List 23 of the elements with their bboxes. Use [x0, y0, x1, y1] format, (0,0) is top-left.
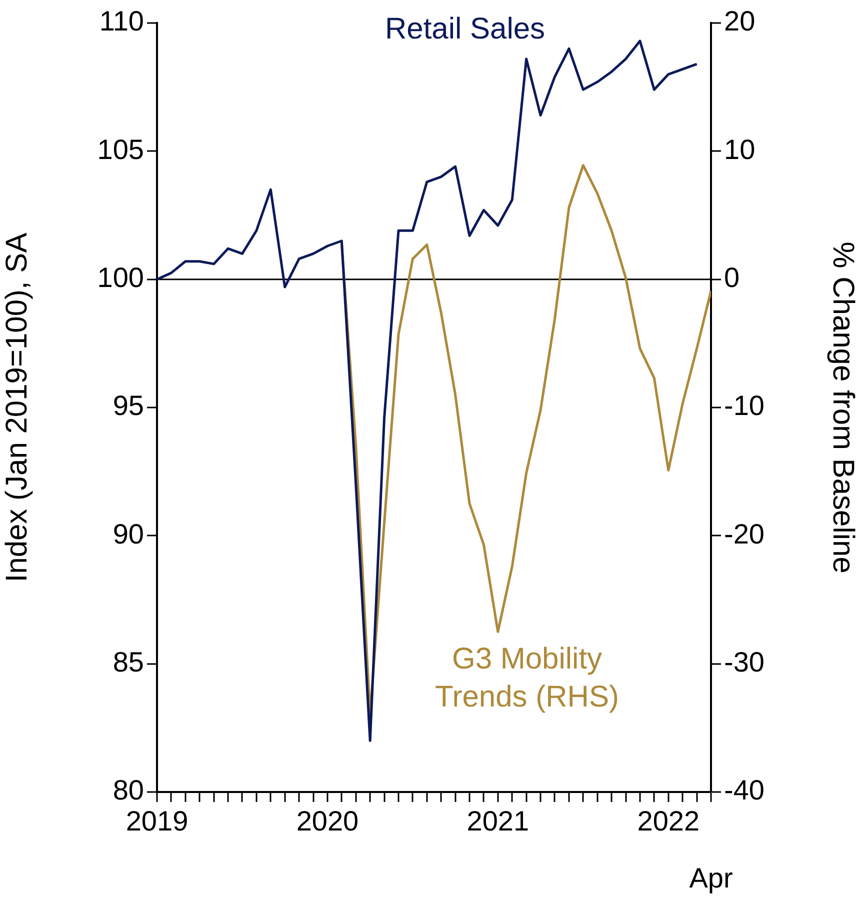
y-tick-label: 90 [112, 518, 144, 550]
y-tick-label: 95 [112, 390, 144, 422]
x-tick-label: 2021 [466, 806, 530, 837]
text: Apr [689, 862, 733, 894]
y2-tick-label: -10 [724, 390, 764, 422]
y2-tick-label: -30 [724, 646, 764, 678]
y2-tick-label: -40 [724, 774, 764, 806]
x-tick-label: 2020 [296, 806, 359, 837]
y-tick-label: 110 [99, 6, 144, 37]
y2-tick-label: -20 [724, 518, 764, 550]
y-tick-label: 80 [112, 774, 144, 806]
y-tick-label: 85 [112, 646, 144, 678]
y2-tick-label: 0 [724, 262, 740, 294]
y2-tick-label: 20 [724, 6, 756, 37]
series-label: Retail Sales [384, 12, 546, 46]
series-label: G3 Mobility Trends (RHS) [435, 642, 619, 714]
y-tick-label: 100 [97, 262, 144, 294]
y-axis-title: Index (Jan 2019=100), SA [0, 232, 34, 582]
y2-tick-label: 10 [724, 134, 756, 165]
y-tick-label: 105 [97, 134, 144, 165]
y2-axis-title: % Change from Baseline [826, 242, 860, 574]
x-tick-label: 2019 [126, 806, 188, 837]
x-tick-label: 2022 [637, 806, 700, 837]
